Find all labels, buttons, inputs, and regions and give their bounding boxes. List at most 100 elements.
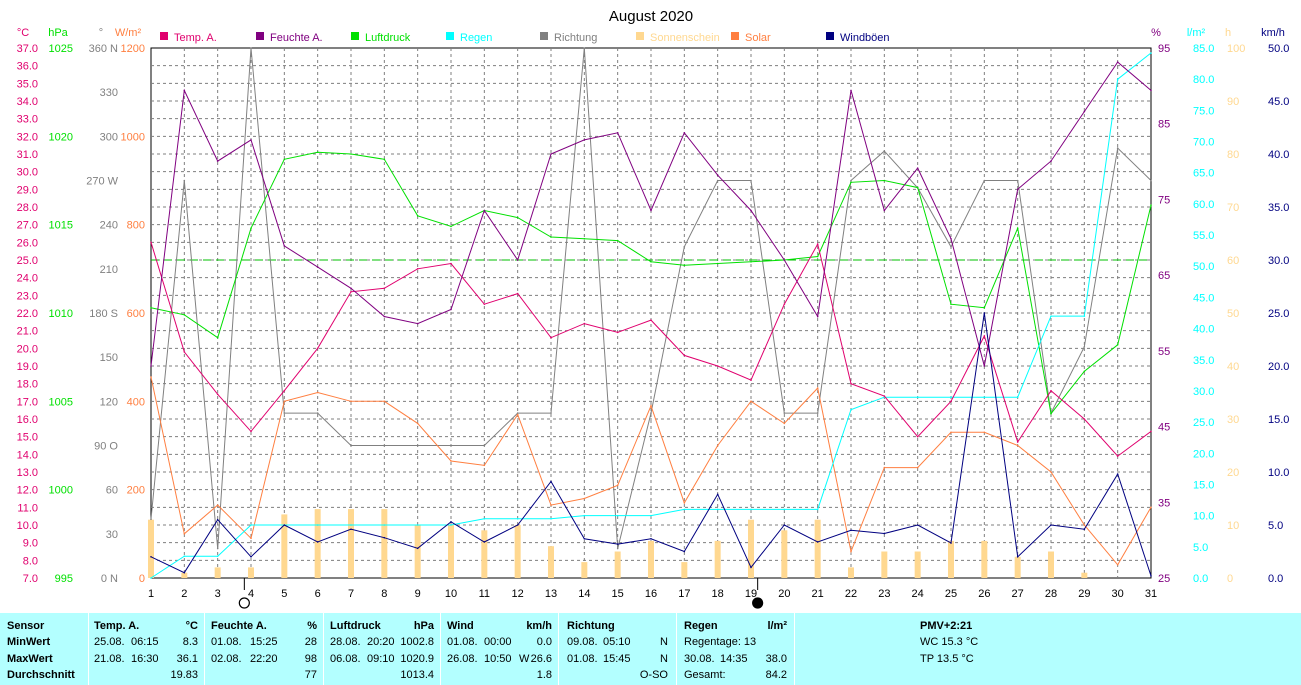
series-point-luftdruck [316, 151, 319, 154]
series-point-luftdruck [1116, 344, 1119, 346]
series-point-richtung [350, 444, 352, 447]
series-point-richtung [450, 444, 452, 447]
axis-unit-dir: ° [99, 27, 103, 39]
weather-chart: 37.036.035.034.033.032.031.030.029.028.0… [17, 8, 1289, 609]
stats-header-direction: Richtung [567, 620, 615, 632]
series-point-feuchte-a [983, 365, 986, 367]
series-point-richtung [1116, 147, 1119, 149]
axis-tick-temp: 12.0 [17, 485, 38, 497]
series-point-richtung [816, 412, 819, 414]
series-point-temp-a [583, 322, 586, 325]
axis-tick-wind: 40.0 [1268, 149, 1289, 161]
series-point-luftdruck [1150, 204, 1152, 207]
stats-rain-column: Regen l/m² Regentage: 13 30.08. 14:35 38.0 … [677, 613, 795, 685]
sunshine-bar [248, 567, 254, 578]
series-point-richtung [883, 150, 886, 152]
axis-tick-press: 1005 [49, 396, 73, 408]
stats-header-wind: Wind [447, 620, 474, 632]
axis-tick-rain: 5.0 [1193, 542, 1208, 554]
series-point-feuchte-a [416, 322, 419, 325]
series-point-luftdruck [1016, 227, 1019, 229]
series-point-feuchte-a [850, 89, 852, 92]
series-point-regen [783, 508, 786, 511]
series-point-luftdruck [916, 186, 919, 189]
series-point-solar [950, 431, 952, 434]
series-point-richtung [550, 412, 552, 414]
axis-tick-hum: 45 [1158, 422, 1170, 434]
sunshine-bar [414, 525, 421, 578]
series-point-luftdruck [516, 216, 519, 219]
series-point-feuchte-a [816, 315, 819, 318]
series-point-solar [316, 391, 319, 394]
series-point-windb-en [250, 556, 252, 558]
x-tick-label: 9 [415, 588, 421, 600]
x-tick-label: 27 [1012, 588, 1024, 600]
legend-swatch [160, 32, 168, 40]
series-point-regen [1083, 315, 1086, 317]
axis-tick-wind: 5.0 [1268, 520, 1283, 532]
series-point-solar [216, 504, 219, 506]
series-point-luftdruck [883, 179, 886, 182]
series-point-regen [983, 396, 986, 398]
series-point-regen [150, 577, 152, 579]
direction-max-time: 15:45 [603, 653, 631, 665]
wind-max-date: 26.08. [447, 653, 478, 665]
series-point-regen [383, 524, 386, 526]
series-point-feuchte-a [1016, 188, 1019, 191]
series-point-windb-en [750, 566, 752, 569]
axis-tick-rain: 55.0 [1193, 230, 1214, 242]
axis-tick-rain: 40.0 [1193, 324, 1214, 336]
axis-tick-wind: 50.0 [1268, 43, 1289, 55]
legend-swatch [540, 32, 548, 40]
series-point-windb-en [150, 556, 152, 558]
series-point-regen [450, 524, 452, 526]
sunshine-bar [548, 546, 554, 578]
axis-tick-temp: 23.0 [17, 290, 38, 302]
series-point-windb-en [383, 536, 386, 539]
series-point-feuchte-a [883, 209, 886, 212]
series-point-temp-a [750, 379, 752, 381]
stats-label-max: MaxWert [7, 653, 53, 665]
series-point-feuchte-a [150, 365, 152, 367]
series-point-regen [616, 514, 619, 517]
axis-tick-solar: 200 [127, 485, 145, 497]
series-point-windb-en [1116, 473, 1119, 475]
series-point-luftdruck [183, 313, 186, 316]
series-point-richtung [183, 179, 186, 182]
stats-pmv-column: PMV+2:21 WC 15.3 °C TP 13.5 °C [795, 613, 1301, 685]
series-point-regen [716, 508, 719, 511]
series-point-richtung [1150, 179, 1152, 182]
rain-total-label: Gesamt: [684, 669, 726, 681]
x-tick-label: 21 [812, 588, 824, 600]
axis-tick-temp: 27.0 [17, 220, 38, 232]
humidity-min-value: 28 [304, 636, 317, 648]
series-point-luftdruck [150, 306, 152, 309]
axis-tick-rain: 20.0 [1193, 448, 1214, 460]
series-point-temp-a [616, 331, 619, 334]
axis-tick-solar: 600 [127, 308, 145, 320]
stats-label-min: MinWert [7, 636, 51, 648]
series-point-feuchte-a [450, 308, 452, 311]
series-point-regen [550, 517, 552, 520]
axis-tick-temp: 36.0 [17, 61, 38, 73]
stats-sensor-column: Sensor MinWert MaxWert Durchschnitt [0, 613, 89, 685]
series-point-solar [616, 484, 619, 487]
series-point-luftdruck [850, 181, 852, 184]
sunshine-bar [614, 551, 621, 578]
series-point-regen [316, 524, 319, 526]
axis-tick-hum: 35 [1158, 497, 1170, 509]
series-point-temp-a [416, 268, 419, 270]
stats-header-temp: Temp. A. [94, 620, 140, 632]
legend-label: Windböen [840, 32, 890, 44]
axis-tick-wind: 0.0 [1268, 573, 1283, 585]
series-point-solar [150, 376, 152, 378]
axis-tick-temp: 16.0 [17, 414, 38, 426]
direction-avg-value: O-SO [639, 669, 668, 681]
legend-label: Richtung [554, 32, 597, 44]
x-tick-label: 8 [381, 588, 387, 600]
series-point-richtung [283, 412, 286, 414]
axis-tick-wind: 10.0 [1268, 467, 1289, 479]
series-point-luftdruck [283, 158, 286, 161]
rain-max-value: 38.0 [765, 653, 787, 665]
humidity-max-date: 02.08. [211, 653, 242, 665]
